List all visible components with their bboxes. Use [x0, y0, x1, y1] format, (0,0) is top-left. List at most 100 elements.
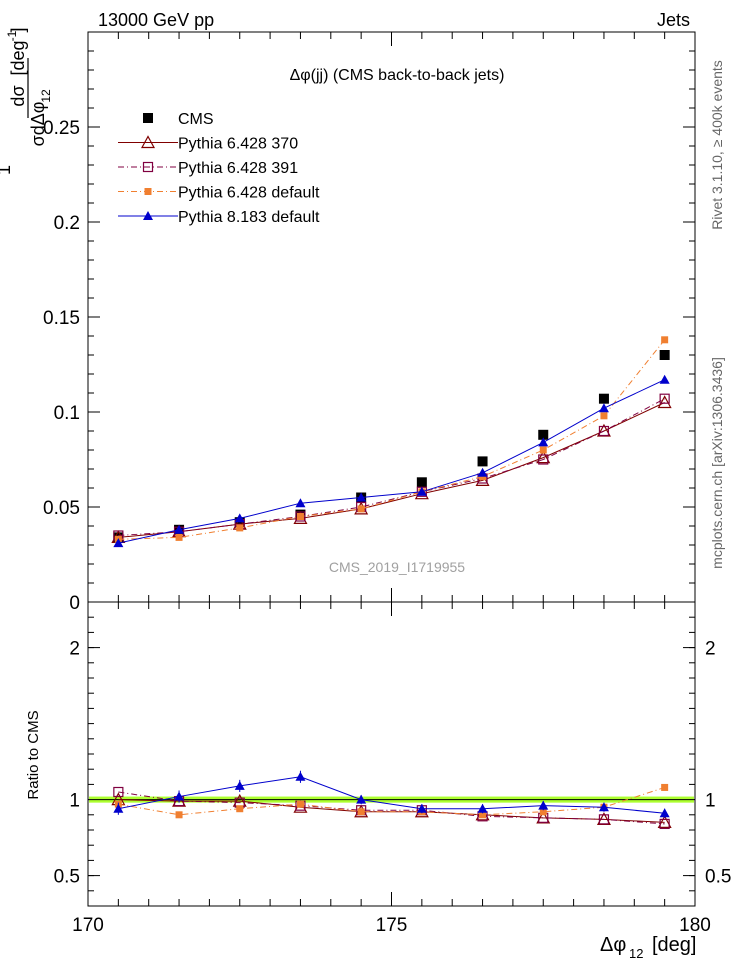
- ratio-ytick-label-right: 2: [705, 639, 716, 660]
- ratio-data-point: [657, 815, 672, 829]
- main-data-point: [113, 538, 124, 548]
- main-series-2: [113, 393, 670, 541]
- main-series-line: [118, 379, 665, 544]
- main-ytick-label: 0.2: [54, 213, 80, 234]
- main-data-point: [659, 374, 670, 384]
- ratio-data-point: [296, 800, 304, 808]
- main-data-point: [536, 450, 551, 464]
- main-ytick-label: 0.1: [54, 403, 80, 424]
- ratio-series-3: [113, 770, 670, 818]
- main-data-point: [174, 524, 185, 534]
- legend-marker: [143, 211, 153, 220]
- ratio-series-line: [118, 799, 665, 823]
- main-series-line: [118, 402, 665, 538]
- svg-text:-1: -1: [5, 30, 19, 41]
- main-data-point: [357, 505, 365, 513]
- legend-entry: Pythia 6.428 default: [118, 185, 320, 202]
- side-label-mcplots: mcplots.cern.ch [arXiv:1306.3436]: [709, 357, 725, 569]
- ylabel-fraction: 1: [0, 165, 14, 175]
- ratio-data-point: [356, 794, 367, 804]
- main-data-point: [416, 477, 427, 488]
- ratio-y-axis-label: Ratio to CMS: [25, 710, 42, 799]
- main-data-point: [598, 393, 609, 404]
- ratio-ytick-label-right: 0.5: [705, 867, 731, 888]
- main-series-1: [111, 395, 672, 544]
- ratio-panel-frame: [87, 601, 696, 907]
- legend-entry: Pythia 6.428 370: [118, 135, 298, 153]
- main-ytick-label: 0.05: [43, 498, 80, 519]
- main-data-point: [538, 454, 549, 465]
- ratio-data-point: [538, 800, 549, 810]
- main-ytick-label: 0.25: [43, 118, 80, 139]
- svg-text:1: 1: [0, 165, 14, 175]
- ratio-series-line: [118, 786, 665, 816]
- ratio-data-point: [539, 808, 547, 816]
- xtick-label: 180: [679, 915, 711, 936]
- xtick-label: 175: [376, 915, 408, 936]
- main-data-point: [538, 429, 549, 440]
- main-data-point: [659, 393, 670, 404]
- legend-marker: [143, 113, 153, 123]
- ratio-data-point: [113, 803, 124, 813]
- ratio-data-point: [295, 771, 306, 781]
- legend-marker: [142, 161, 154, 173]
- svg-text:12: 12: [39, 89, 53, 103]
- main-ytick-label: 0.15: [43, 308, 80, 329]
- main-series-line: [118, 339, 666, 540]
- main-data-point: [295, 498, 306, 508]
- ratio-data-point: [598, 814, 610, 825]
- main-y-axis-label: 1 dσ σdΔφ 12 [deg -1 ]: [0, 27, 53, 175]
- svg-text:[deg: [deg: [8, 40, 28, 75]
- ratio-ytick-label: 0.5: [54, 867, 80, 888]
- main-series-4: [113, 374, 670, 548]
- main-data-point: [296, 513, 304, 520]
- ratio-ytick-label-right: 1: [705, 791, 716, 812]
- svg-text:12: 12: [629, 946, 643, 961]
- legend-marker: [140, 135, 156, 149]
- main-data-point: [416, 486, 427, 496]
- main-data-point: [234, 513, 245, 523]
- x-axis: 170 175 180: [72, 32, 711, 936]
- header-right: Jets: [657, 10, 690, 30]
- main-series-line: [118, 398, 665, 536]
- main-data-point: [356, 492, 367, 502]
- main-data-point: [538, 437, 549, 447]
- svg-text:σdΔφ: σdΔφ: [28, 102, 48, 147]
- main-data-point: [236, 524, 244, 532]
- main-data-point: [598, 425, 610, 437]
- main-data-point: [598, 403, 609, 413]
- ratio-data-point: [357, 808, 365, 816]
- main-title: Δφ(jj) (CMS back-to-back jets): [290, 67, 505, 84]
- legend-label: Pythia 6.428 391: [178, 160, 298, 177]
- legend-label: CMS: [178, 111, 214, 128]
- svg-text:Δφ: Δφ: [600, 934, 626, 956]
- legend-entry: Pythia 6.428 391: [118, 160, 298, 177]
- main-axes: 0 0.05 0.1 0.15 0.2 0.25: [43, 50, 695, 614]
- ratio-series-line: [118, 776, 665, 814]
- main-data-point: [295, 511, 306, 522]
- main-data-point: [657, 395, 672, 409]
- ratio-data-point: [659, 818, 670, 830]
- ratio-data-point: [175, 811, 183, 819]
- ratio-data-point: [174, 791, 185, 801]
- ratio-data-point: [234, 780, 245, 790]
- ratio-ytick-label: 1: [69, 791, 80, 812]
- main-data-point: [477, 467, 488, 477]
- svg-text:[deg]: [deg]: [652, 934, 696, 956]
- side-label-rivet: Rivet 3.1.10, ≥ 400k events: [709, 60, 725, 230]
- ratio-data-point: [113, 786, 124, 798]
- legend-label: Pythia 6.428 default: [178, 185, 320, 202]
- ratio-ytick-label: 2: [69, 639, 80, 660]
- main-data-point: [661, 336, 669, 344]
- svg-text:dσ: dσ: [8, 85, 28, 106]
- legend-entry: Pythia 8.183 default: [118, 209, 320, 226]
- legend-label: Pythia 8.183 default: [178, 209, 320, 226]
- ratio-axes: 0.5 0.5 1 1 2 2: [54, 616, 731, 892]
- main-data-point: [539, 446, 547, 454]
- ratio-data-point: [416, 803, 427, 813]
- main-data-point: [477, 456, 488, 467]
- legend: CMS Pythia 6.428 370 Pythia 6.428 391 Pythi…: [118, 111, 320, 226]
- legend-entry: CMS: [143, 111, 214, 128]
- svg-text:]: ]: [8, 27, 28, 32]
